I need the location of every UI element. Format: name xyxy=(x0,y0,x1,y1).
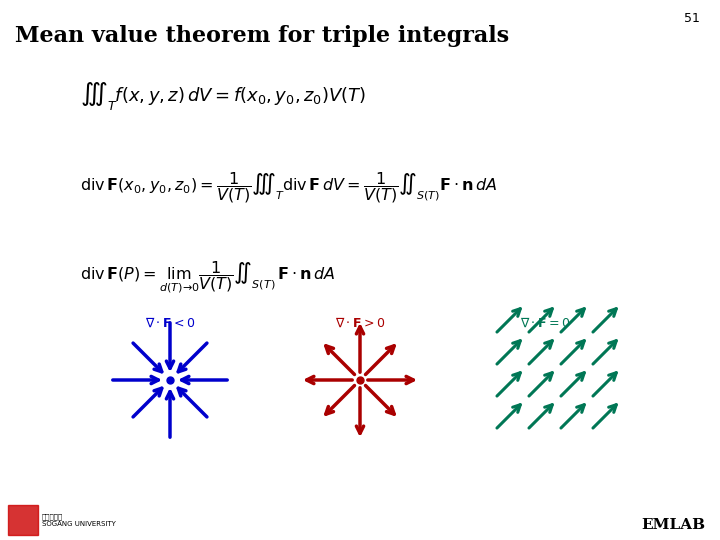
Text: 51: 51 xyxy=(684,12,700,25)
Text: $\nabla \cdot \mathbf{F} = 0$: $\nabla \cdot \mathbf{F} = 0$ xyxy=(520,316,570,330)
Text: $\nabla \cdot \mathbf{F} < 0$: $\nabla \cdot \mathbf{F} < 0$ xyxy=(145,316,195,330)
Text: $\mathrm{div}\, \mathbf{F}(P) = \lim_{d(T)\to 0} \dfrac{1}{V(T)} \iint_{S(T)} \m: $\mathrm{div}\, \mathbf{F}(P) = \lim_{d(… xyxy=(80,260,336,295)
Text: $\nabla \cdot \mathbf{F} > 0$: $\nabla \cdot \mathbf{F} > 0$ xyxy=(335,316,385,330)
Bar xyxy=(8,505,38,535)
Text: 서강대학교
SOGANG UNIVERSITY: 서강대학교 SOGANG UNIVERSITY xyxy=(42,513,116,527)
Text: $\mathrm{div}\, \mathbf{F}(x_0, y_0, z_0) = \dfrac{1}{V(T)} \iiint_T \mathrm{div: $\mathrm{div}\, \mathbf{F}(x_0, y_0, z_0… xyxy=(80,170,498,205)
Text: $\iiint_T f(x, y, z)\, dV = f(x_0, y_0, z_0)V(T)$: $\iiint_T f(x, y, z)\, dV = f(x_0, y_0, … xyxy=(80,80,366,112)
Text: Mean value theorem for triple integrals: Mean value theorem for triple integrals xyxy=(15,25,509,47)
Text: EMLAB: EMLAB xyxy=(641,518,705,532)
